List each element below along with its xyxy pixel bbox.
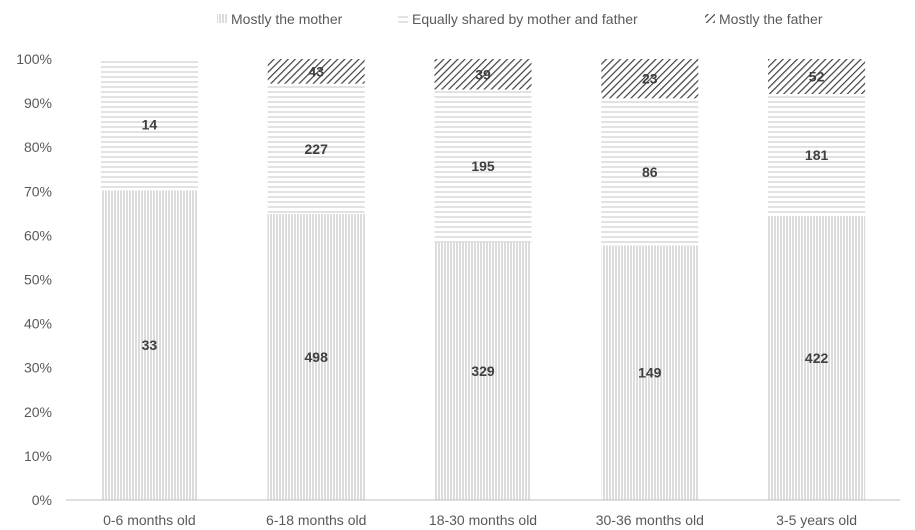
y-tick-label: 20% — [24, 404, 52, 420]
x-category-label: 18-30 months old — [429, 512, 537, 528]
data-label: 43 — [308, 63, 324, 79]
data-label: 149 — [638, 365, 662, 381]
legend-label: Equally shared by mother and father — [412, 11, 638, 27]
legend-swatch — [217, 14, 227, 23]
data-label: 227 — [305, 141, 329, 157]
data-label: 52 — [809, 69, 825, 85]
data-label: 181 — [805, 147, 829, 163]
data-label: 39 — [475, 66, 491, 82]
data-label: 86 — [642, 164, 658, 180]
bar-segment-diagonal-hatch — [267, 59, 365, 84]
bar-segment-vertical-lines — [768, 215, 866, 500]
data-label: 195 — [471, 158, 495, 174]
bar-segment-vertical-lines — [601, 245, 699, 500]
bar-segment-vertical-lines — [434, 242, 532, 500]
x-category-label: 0-6 months old — [103, 512, 196, 528]
x-axis: 0-6 months old 6-18 months old 18-30 month… — [66, 499, 900, 528]
bar-segment-diagonal-hatch — [434, 59, 532, 90]
y-tick-label: 100% — [16, 51, 52, 67]
bar-segment-horizontal-lines — [267, 83, 365, 215]
legend-label: Mostly the father — [719, 11, 823, 27]
bar-segment-horizontal-lines — [768, 94, 866, 216]
y-axis: 0% 10% 20% 30% 40% 50% 60% 70% 80% 90% 100% — [16, 51, 52, 508]
bar-segment-diagonal-hatch — [601, 59, 699, 99]
legend-swatch — [398, 14, 408, 23]
legend-label: Mostly the mother — [231, 11, 343, 27]
data-label: 498 — [305, 349, 329, 365]
y-tick-label: 0% — [32, 492, 52, 508]
legend-swatch — [705, 14, 715, 23]
bars — [100, 59, 866, 501]
data-labels: 33 14 498 227 43 329 195 39 149 86 23 422 181 52 — [142, 63, 829, 380]
y-tick-label: 90% — [24, 95, 52, 111]
y-tick-label: 80% — [24, 139, 52, 155]
y-tick-label: 40% — [24, 316, 52, 332]
y-tick-label: 30% — [24, 360, 52, 376]
x-category-label: 30-36 months old — [596, 512, 704, 528]
y-tick-label: 10% — [24, 448, 52, 464]
bar-segment-horizontal-lines — [100, 59, 198, 191]
data-label: 422 — [805, 350, 829, 366]
data-label: 23 — [642, 71, 658, 87]
bar-segment-horizontal-lines — [601, 98, 699, 246]
data-label: 33 — [142, 337, 158, 353]
data-label: 14 — [142, 117, 158, 133]
data-label: 329 — [471, 363, 495, 379]
bar-segment-diagonal-hatch — [768, 59, 866, 95]
bar-segment-horizontal-lines — [434, 89, 532, 243]
y-tick-label: 70% — [24, 183, 52, 199]
x-category-label: 3-5 years old — [776, 512, 857, 528]
y-tick-label: 50% — [24, 272, 52, 288]
x-category-label: 6-18 months old — [266, 512, 366, 528]
legend: Mostly the mother Equally shared by mothe… — [217, 11, 823, 27]
bar-segment-vertical-lines — [100, 190, 198, 501]
y-tick-label: 60% — [24, 227, 52, 243]
bar-segment-vertical-lines — [267, 214, 365, 500]
